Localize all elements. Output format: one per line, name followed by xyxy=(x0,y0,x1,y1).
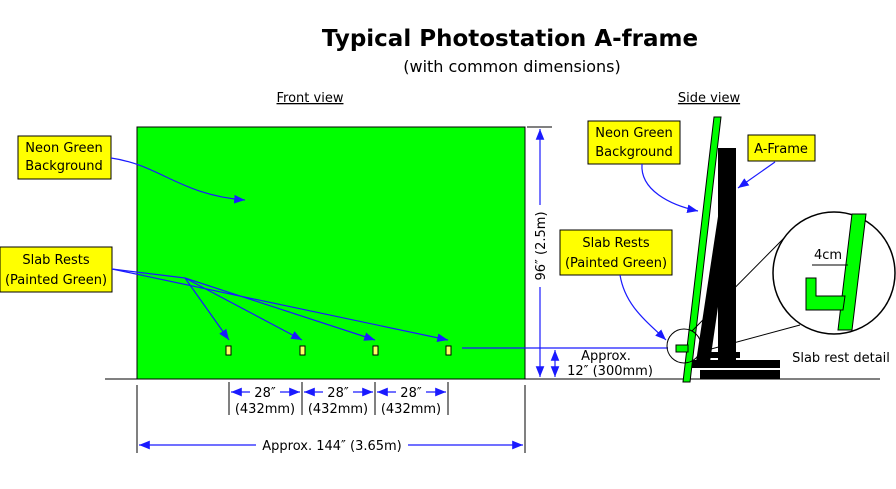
rest-height-dimension: Approx. 12″ (300mm) xyxy=(550,349,653,379)
callout-box xyxy=(747,134,816,162)
detail-circle xyxy=(772,211,896,335)
view-label: Side view xyxy=(678,91,741,106)
dimension-text: 28″ xyxy=(254,386,276,401)
a-frame xyxy=(690,148,780,379)
title: Typical Photostation A-frame xyxy=(322,26,698,52)
dimension-text: Approx. xyxy=(581,349,631,364)
dimension-text: (432mm) xyxy=(381,402,441,417)
subtitle: (with common dimensions) xyxy=(403,57,621,76)
detail-line xyxy=(691,231,791,332)
arrow xyxy=(619,274,667,341)
dimension-text: 4cm xyxy=(814,248,842,263)
view-label: Front view xyxy=(277,91,344,106)
spacing-dimensions: 28″ (432mm) 28″ (432mm) 28″ (432mm) xyxy=(228,382,449,417)
slab-rest xyxy=(675,344,689,353)
green-backdrop xyxy=(136,126,526,380)
callout-text: Background xyxy=(25,159,103,174)
detail-circle xyxy=(666,328,702,364)
dimension-text: 96″ (2.5m) xyxy=(534,211,549,280)
slab-rests xyxy=(225,345,452,356)
callout-text: A-Frame xyxy=(754,142,808,157)
dimension-text: 12″ (300mm) xyxy=(567,364,653,379)
arrows xyxy=(111,268,449,342)
dimension-text: (432mm) xyxy=(308,402,368,417)
callout-text: Slab Rests xyxy=(22,253,90,268)
dimension-text: 28″ xyxy=(327,386,349,401)
height-dimension: 96″ (2.5m) xyxy=(527,126,552,377)
detail-line xyxy=(699,324,801,353)
detail-label: Slab rest detail xyxy=(792,351,890,366)
callout-text: Neon Green xyxy=(595,126,672,141)
dimension-text: (432mm) xyxy=(235,402,295,417)
callout-text: (Painted Green) xyxy=(565,256,667,271)
callout-box xyxy=(17,135,112,180)
arrow xyxy=(110,157,246,204)
arrow xyxy=(737,161,776,189)
callout-box xyxy=(587,120,681,165)
arrow xyxy=(641,163,699,213)
callout-box xyxy=(559,229,673,276)
callout-text: (Painted Green) xyxy=(5,273,107,288)
callout-text: Background xyxy=(595,145,673,160)
side-backdrop xyxy=(682,116,722,383)
dimension-text: Approx. 144″ (3.65m) xyxy=(262,439,402,454)
width-dimension: Approx. 144″ (3.65m) xyxy=(136,385,526,454)
callout-text: Neon Green xyxy=(25,141,102,156)
callout-text: Slab Rests xyxy=(582,236,650,251)
callout-box xyxy=(0,246,113,293)
dimension-text: 28″ xyxy=(400,386,422,401)
detail-backdrop xyxy=(837,213,867,331)
detail-slab-rest xyxy=(805,277,846,311)
